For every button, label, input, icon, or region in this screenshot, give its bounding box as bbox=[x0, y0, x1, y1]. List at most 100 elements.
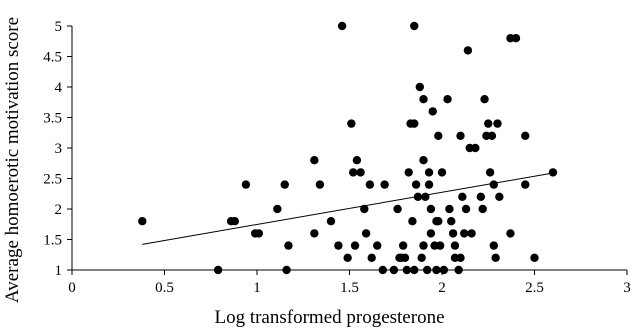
data-point bbox=[487, 131, 497, 140]
data-point bbox=[408, 217, 417, 226]
data-point bbox=[410, 265, 419, 275]
data-point bbox=[378, 265, 387, 275]
x-axis-title: Log transformed progesterone bbox=[214, 307, 444, 328]
data-point bbox=[389, 265, 399, 275]
data-point bbox=[361, 229, 371, 238]
data-point bbox=[443, 95, 452, 104]
data-point bbox=[415, 82, 424, 92]
data-point bbox=[428, 107, 437, 116]
data-point bbox=[489, 180, 498, 189]
data-point bbox=[478, 204, 487, 214]
data-point bbox=[480, 95, 489, 104]
data-point bbox=[434, 131, 443, 140]
data-point bbox=[489, 241, 498, 250]
data-point bbox=[404, 168, 413, 177]
data-point bbox=[280, 180, 289, 189]
y-axis-title: Average homoerotic motivation score bbox=[2, 17, 23, 303]
data-point bbox=[417, 253, 426, 262]
data-point bbox=[284, 241, 293, 250]
data-point bbox=[356, 168, 365, 177]
data-point bbox=[352, 156, 362, 165]
data-point bbox=[380, 180, 389, 189]
data-point bbox=[334, 241, 343, 250]
y-tick-labels: 1 1.5 2 2.5 3 3.5 4 4.5 5 bbox=[43, 19, 62, 279]
data-point bbox=[454, 265, 463, 275]
data-point bbox=[419, 156, 428, 165]
y-tick-label: 4 bbox=[55, 80, 63, 96]
y-tick-label: 4.5 bbox=[43, 50, 62, 66]
data-point bbox=[437, 168, 447, 177]
data-point bbox=[456, 253, 465, 262]
data-point bbox=[434, 217, 443, 226]
data-point bbox=[456, 131, 465, 140]
data-point bbox=[424, 168, 434, 177]
data-point bbox=[471, 143, 480, 153]
data-point bbox=[447, 217, 456, 226]
data-point bbox=[485, 168, 495, 177]
data-point bbox=[484, 119, 493, 128]
data-point bbox=[282, 265, 291, 275]
x-tick-labels: 0 0.5 1 1.5 2 2.5 3 bbox=[68, 280, 631, 296]
data-point bbox=[421, 192, 430, 201]
data-point bbox=[461, 204, 471, 214]
data-point bbox=[393, 204, 402, 214]
data-point bbox=[365, 180, 375, 189]
data-point bbox=[458, 192, 467, 201]
data-point bbox=[419, 95, 428, 104]
data-point bbox=[493, 119, 502, 128]
data-point bbox=[398, 241, 408, 250]
data-point bbox=[373, 241, 382, 250]
data-point bbox=[138, 217, 147, 226]
data-point bbox=[419, 241, 428, 250]
data-point bbox=[337, 21, 347, 31]
data-point bbox=[463, 46, 473, 55]
data-point bbox=[402, 265, 412, 275]
axis-ticks bbox=[67, 25, 628, 275]
data-point bbox=[530, 253, 539, 262]
data-point bbox=[230, 217, 239, 226]
data-point bbox=[367, 253, 376, 262]
x-tick-label: 1.5 bbox=[340, 280, 359, 296]
data-point bbox=[448, 229, 458, 238]
data-point bbox=[460, 229, 469, 238]
x-tick-label: 3 bbox=[623, 280, 631, 296]
data-point bbox=[435, 241, 445, 250]
data-point bbox=[506, 229, 515, 238]
data-point bbox=[521, 131, 530, 140]
data-point bbox=[476, 192, 486, 201]
data-point bbox=[426, 229, 436, 238]
data-point bbox=[349, 168, 358, 177]
data-point bbox=[343, 253, 352, 262]
y-tick-label: 2 bbox=[55, 202, 63, 218]
y-tick-label: 3.5 bbox=[43, 111, 62, 127]
data-point bbox=[254, 229, 264, 238]
data-point bbox=[521, 180, 530, 189]
x-tick-label: 2 bbox=[438, 280, 446, 296]
data-point bbox=[347, 119, 356, 128]
data-point bbox=[410, 119, 419, 128]
data-point bbox=[411, 180, 421, 189]
data-point bbox=[310, 156, 319, 165]
data-point bbox=[326, 217, 336, 226]
data-point bbox=[445, 204, 454, 214]
data-point bbox=[450, 241, 460, 250]
data-point bbox=[467, 229, 476, 238]
x-tick-label: 0 bbox=[68, 280, 76, 296]
y-tick-label: 2.5 bbox=[43, 172, 62, 188]
x-tick-label: 0.5 bbox=[155, 280, 174, 296]
data-point bbox=[213, 265, 223, 275]
y-tick-label: 5 bbox=[55, 19, 63, 35]
data-point bbox=[491, 253, 500, 262]
data-point bbox=[315, 180, 325, 189]
data-point bbox=[360, 204, 369, 214]
data-point bbox=[495, 192, 504, 201]
data-point bbox=[400, 253, 410, 262]
y-tick-label: 1.5 bbox=[43, 233, 62, 249]
data-point bbox=[439, 265, 449, 275]
y-tick-label: 1 bbox=[55, 263, 63, 279]
data-point bbox=[410, 21, 419, 31]
data-point bbox=[273, 204, 282, 214]
data-point bbox=[426, 204, 436, 214]
data-point bbox=[424, 180, 434, 189]
